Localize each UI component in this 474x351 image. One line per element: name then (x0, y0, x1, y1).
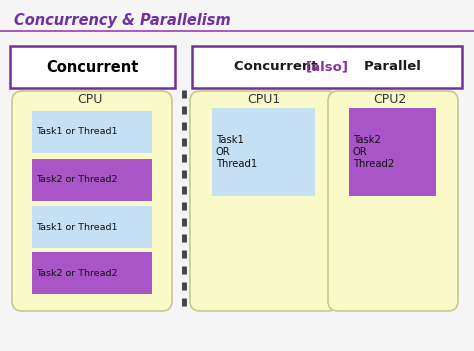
Text: Task1 or Thread1: Task1 or Thread1 (36, 127, 118, 137)
FancyBboxPatch shape (32, 159, 152, 201)
Text: Task2
OR
Thread2: Task2 OR Thread2 (353, 135, 394, 168)
FancyBboxPatch shape (328, 91, 458, 311)
Text: Task2 or Thread2: Task2 or Thread2 (36, 269, 118, 278)
FancyBboxPatch shape (349, 108, 436, 196)
Text: Concurrency & Parallelism: Concurrency & Parallelism (14, 13, 231, 28)
Text: CPU: CPU (77, 93, 103, 106)
FancyBboxPatch shape (32, 252, 152, 294)
Text: Task1 or Thread1: Task1 or Thread1 (36, 223, 118, 232)
Text: CPU1: CPU1 (247, 93, 281, 106)
Text: Concurrent: Concurrent (234, 60, 327, 73)
Text: Task2 or Thread2: Task2 or Thread2 (36, 176, 118, 185)
FancyBboxPatch shape (192, 46, 462, 88)
FancyBboxPatch shape (32, 111, 152, 153)
Text: CPU2: CPU2 (374, 93, 407, 106)
FancyBboxPatch shape (10, 46, 175, 88)
FancyBboxPatch shape (32, 206, 152, 248)
Text: Parallel: Parallel (327, 60, 421, 73)
Text: [also]: [also] (306, 60, 348, 73)
FancyBboxPatch shape (12, 91, 172, 311)
Text: Concurrent: Concurrent (46, 60, 138, 74)
FancyBboxPatch shape (212, 108, 315, 196)
Text: Task1
OR
Thread1: Task1 OR Thread1 (216, 135, 257, 168)
FancyBboxPatch shape (190, 91, 338, 311)
